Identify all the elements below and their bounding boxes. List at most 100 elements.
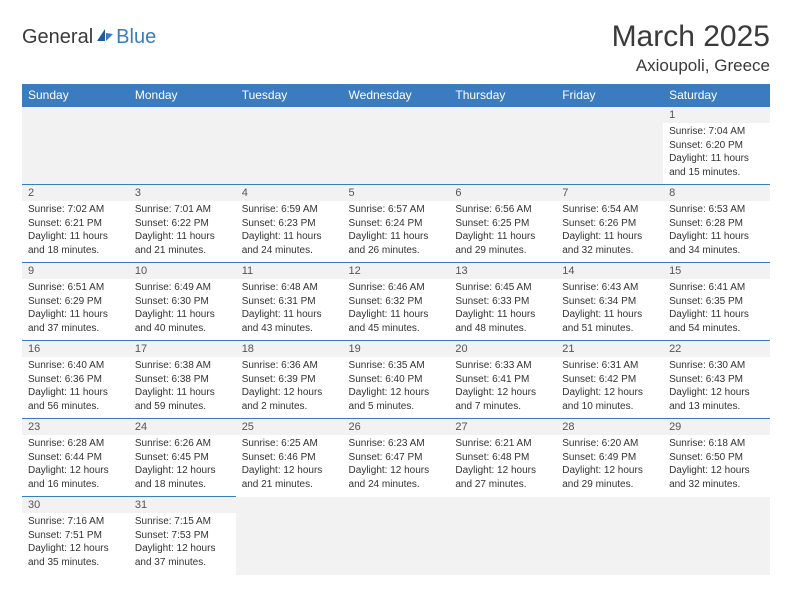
calendar-cell: 20Sunrise: 6:33 AMSunset: 6:41 PMDayligh… — [449, 341, 556, 419]
sunset-text: Sunset: 6:47 PM — [349, 451, 444, 465]
day-data: Sunrise: 6:36 AMSunset: 6:39 PMDaylight:… — [236, 357, 343, 417]
day-number: 31 — [129, 497, 236, 513]
day-number: 30 — [22, 497, 129, 513]
day-data: Sunrise: 6:53 AMSunset: 6:28 PMDaylight:… — [663, 201, 770, 261]
daylight-text: Daylight: 12 hours and 29 minutes. — [562, 464, 657, 491]
calendar-cell: 28Sunrise: 6:20 AMSunset: 6:49 PMDayligh… — [556, 419, 663, 497]
daylight-text: Daylight: 11 hours and 37 minutes. — [28, 308, 123, 335]
day-data: Sunrise: 6:56 AMSunset: 6:25 PMDaylight:… — [449, 201, 556, 261]
calendar-cell: 16Sunrise: 6:40 AMSunset: 6:36 PMDayligh… — [22, 341, 129, 419]
day-data: Sunrise: 6:51 AMSunset: 6:29 PMDaylight:… — [22, 279, 129, 339]
sunset-text: Sunset: 6:49 PM — [562, 451, 657, 465]
sunset-text: Sunset: 6:46 PM — [242, 451, 337, 465]
weekday-header: Tuesday — [236, 84, 343, 107]
daylight-text: Daylight: 12 hours and 5 minutes. — [349, 386, 444, 413]
day-number: 25 — [236, 419, 343, 435]
calendar-cell: 13Sunrise: 6:45 AMSunset: 6:33 PMDayligh… — [449, 263, 556, 341]
brand-part1: General — [22, 26, 93, 49]
calendar-cell: 18Sunrise: 6:36 AMSunset: 6:39 PMDayligh… — [236, 341, 343, 419]
calendar-cell: 24Sunrise: 6:26 AMSunset: 6:45 PMDayligh… — [129, 419, 236, 497]
daylight-text: Daylight: 11 hours and 15 minutes. — [669, 152, 764, 179]
day-data: Sunrise: 7:02 AMSunset: 6:21 PMDaylight:… — [22, 201, 129, 261]
day-number: 21 — [556, 341, 663, 357]
day-data: Sunrise: 6:54 AMSunset: 6:26 PMDaylight:… — [556, 201, 663, 261]
day-number: 20 — [449, 341, 556, 357]
sunset-text: Sunset: 6:40 PM — [349, 373, 444, 387]
sunset-text: Sunset: 6:23 PM — [242, 217, 337, 231]
day-data: Sunrise: 6:31 AMSunset: 6:42 PMDaylight:… — [556, 357, 663, 417]
calendar-row: 2Sunrise: 7:02 AMSunset: 6:21 PMDaylight… — [22, 185, 770, 263]
day-number: 11 — [236, 263, 343, 279]
calendar-cell: 10Sunrise: 6:49 AMSunset: 6:30 PMDayligh… — [129, 263, 236, 341]
daylight-text: Daylight: 12 hours and 7 minutes. — [455, 386, 550, 413]
calendar-table: Sunday Monday Tuesday Wednesday Thursday… — [22, 84, 770, 575]
day-data: Sunrise: 6:28 AMSunset: 6:44 PMDaylight:… — [22, 435, 129, 495]
sunrise-text: Sunrise: 6:33 AM — [455, 359, 550, 373]
daylight-text: Daylight: 12 hours and 24 minutes. — [349, 464, 444, 491]
calendar-cell: 3Sunrise: 7:01 AMSunset: 6:22 PMDaylight… — [129, 185, 236, 263]
weekday-header-row: Sunday Monday Tuesday Wednesday Thursday… — [22, 84, 770, 107]
day-number: 26 — [343, 419, 450, 435]
sunset-text: Sunset: 6:33 PM — [455, 295, 550, 309]
day-number: 17 — [129, 341, 236, 357]
calendar-cell — [556, 107, 663, 185]
day-data: Sunrise: 6:20 AMSunset: 6:49 PMDaylight:… — [556, 435, 663, 495]
sunset-text: Sunset: 6:24 PM — [349, 217, 444, 231]
sunrise-text: Sunrise: 6:26 AM — [135, 437, 230, 451]
daylight-text: Daylight: 12 hours and 27 minutes. — [455, 464, 550, 491]
day-data: Sunrise: 6:23 AMSunset: 6:47 PMDaylight:… — [343, 435, 450, 495]
weekday-header: Sunday — [22, 84, 129, 107]
calendar-cell: 7Sunrise: 6:54 AMSunset: 6:26 PMDaylight… — [556, 185, 663, 263]
calendar-cell: 29Sunrise: 6:18 AMSunset: 6:50 PMDayligh… — [663, 419, 770, 497]
sunrise-text: Sunrise: 6:43 AM — [562, 281, 657, 295]
sunset-text: Sunset: 6:42 PM — [562, 373, 657, 387]
sunrise-text: Sunrise: 6:59 AM — [242, 203, 337, 217]
day-data: Sunrise: 6:30 AMSunset: 6:43 PMDaylight:… — [663, 357, 770, 417]
day-number: 8 — [663, 185, 770, 201]
calendar-cell: 30Sunrise: 7:16 AMSunset: 7:51 PMDayligh… — [22, 497, 129, 575]
sunrise-text: Sunrise: 6:36 AM — [242, 359, 337, 373]
day-data: Sunrise: 6:48 AMSunset: 6:31 PMDaylight:… — [236, 279, 343, 339]
sunrise-text: Sunrise: 6:38 AM — [135, 359, 230, 373]
calendar-cell: 27Sunrise: 6:21 AMSunset: 6:48 PMDayligh… — [449, 419, 556, 497]
calendar-cell — [343, 107, 450, 185]
sunrise-text: Sunrise: 6:51 AM — [28, 281, 123, 295]
day-data: Sunrise: 6:26 AMSunset: 6:45 PMDaylight:… — [129, 435, 236, 495]
calendar-cell: 1Sunrise: 7:04 AMSunset: 6:20 PMDaylight… — [663, 107, 770, 185]
calendar-cell: 2Sunrise: 7:02 AMSunset: 6:21 PMDaylight… — [22, 185, 129, 263]
calendar-cell: 4Sunrise: 6:59 AMSunset: 6:23 PMDaylight… — [236, 185, 343, 263]
sunset-text: Sunset: 7:51 PM — [28, 529, 123, 543]
sunset-text: Sunset: 6:35 PM — [669, 295, 764, 309]
sunrise-text: Sunrise: 6:35 AM — [349, 359, 444, 373]
daylight-text: Daylight: 11 hours and 43 minutes. — [242, 308, 337, 335]
daylight-text: Daylight: 11 hours and 45 minutes. — [349, 308, 444, 335]
day-number: 12 — [343, 263, 450, 279]
weekday-header: Wednesday — [343, 84, 450, 107]
sunset-text: Sunset: 6:50 PM — [669, 451, 764, 465]
day-number: 2 — [22, 185, 129, 201]
daylight-text: Daylight: 12 hours and 35 minutes. — [28, 542, 123, 569]
sunrise-text: Sunrise: 6:30 AM — [669, 359, 764, 373]
daylight-text: Daylight: 11 hours and 24 minutes. — [242, 230, 337, 257]
daylight-text: Daylight: 11 hours and 59 minutes. — [135, 386, 230, 413]
day-number: 13 — [449, 263, 556, 279]
sunrise-text: Sunrise: 6:57 AM — [349, 203, 444, 217]
sunrise-text: Sunrise: 7:15 AM — [135, 515, 230, 529]
calendar-cell — [449, 107, 556, 185]
sunrise-text: Sunrise: 6:49 AM — [135, 281, 230, 295]
sunset-text: Sunset: 6:32 PM — [349, 295, 444, 309]
calendar-row: 23Sunrise: 6:28 AMSunset: 6:44 PMDayligh… — [22, 419, 770, 497]
day-data: Sunrise: 7:16 AMSunset: 7:51 PMDaylight:… — [22, 513, 129, 573]
day-number: 24 — [129, 419, 236, 435]
weekday-header: Saturday — [663, 84, 770, 107]
day-data: Sunrise: 6:40 AMSunset: 6:36 PMDaylight:… — [22, 357, 129, 417]
day-data: Sunrise: 7:04 AMSunset: 6:20 PMDaylight:… — [663, 123, 770, 183]
daylight-text: Daylight: 11 hours and 56 minutes. — [28, 386, 123, 413]
sunset-text: Sunset: 6:30 PM — [135, 295, 230, 309]
sunrise-text: Sunrise: 6:31 AM — [562, 359, 657, 373]
day-data: Sunrise: 6:25 AMSunset: 6:46 PMDaylight:… — [236, 435, 343, 495]
calendar-cell: 12Sunrise: 6:46 AMSunset: 6:32 PMDayligh… — [343, 263, 450, 341]
sunset-text: Sunset: 6:44 PM — [28, 451, 123, 465]
day-data: Sunrise: 6:57 AMSunset: 6:24 PMDaylight:… — [343, 201, 450, 261]
calendar-row: 16Sunrise: 6:40 AMSunset: 6:36 PMDayligh… — [22, 341, 770, 419]
